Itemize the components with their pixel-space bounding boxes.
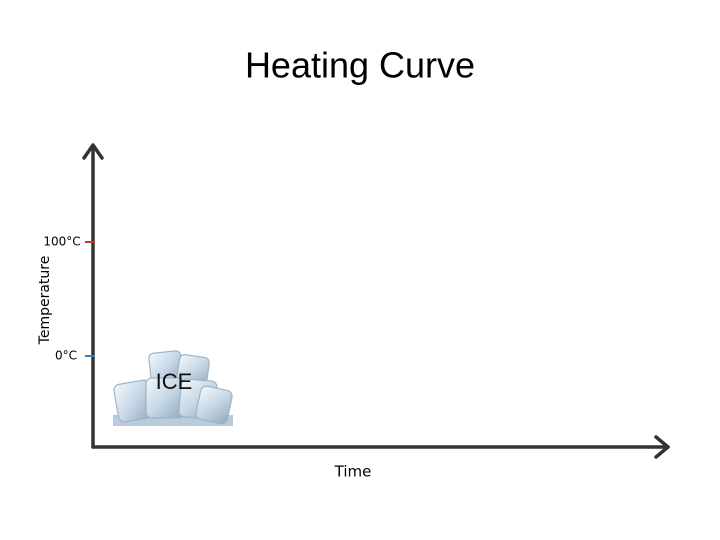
- y-tick-label: 100°C: [43, 235, 80, 249]
- axes: [82, 143, 670, 459]
- image-label: ICE: [156, 369, 193, 394]
- y-axis-label: Temperature: [37, 256, 53, 346]
- y-tick-label: 0°C: [55, 349, 77, 363]
- x-axis-label: Time: [334, 463, 372, 481]
- slide-title: Heating Curve: [245, 45, 475, 86]
- ice-image: [113, 350, 233, 426]
- x-axis-arrow: [654, 435, 670, 459]
- y-axis-arrow: [82, 143, 104, 160]
